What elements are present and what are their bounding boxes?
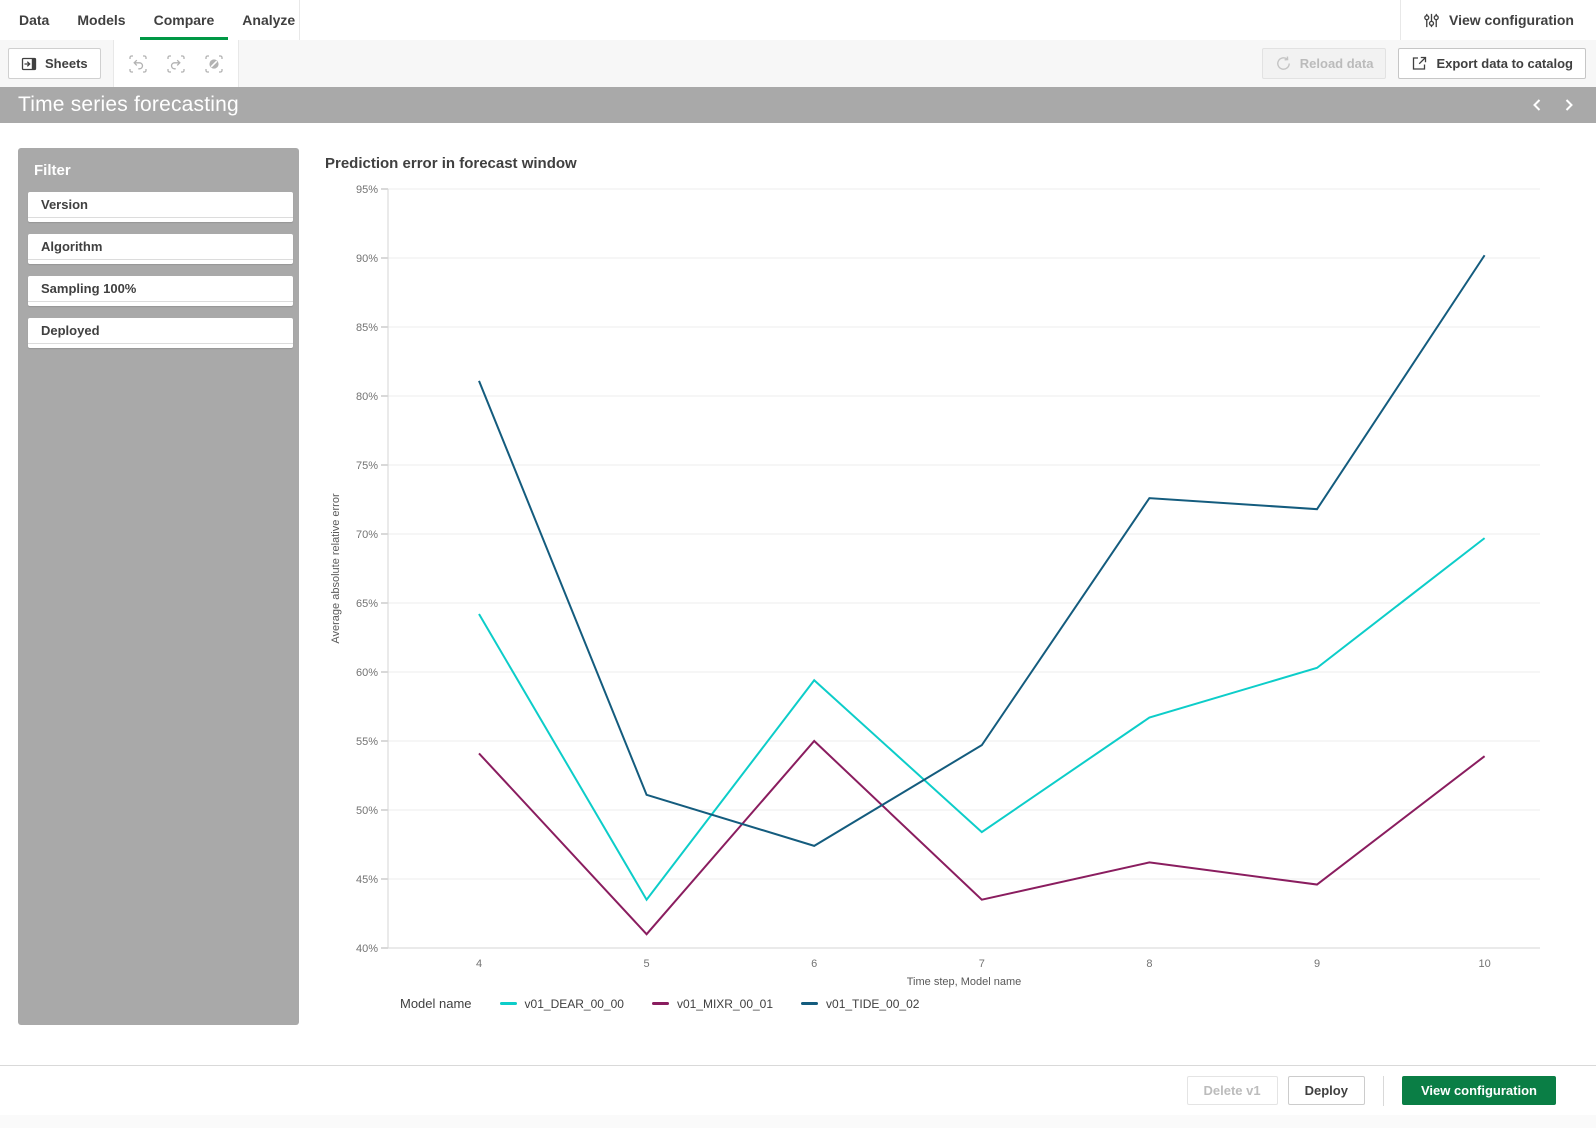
tab-analyze[interactable]: Analyze [242,12,296,28]
chart-title: Prediction error in forecast window [325,155,577,172]
filter-item-label: Algorithm [41,239,103,254]
chart-card: Prediction error in forecast window 40% 4… [325,155,1570,1011]
svg-text:65%: 65% [356,598,378,610]
reload-icon [1275,55,1292,72]
svg-text:45%: 45% [356,874,378,886]
filter-panel: Filter Version Algorithm Sampling 100% Depl… [18,148,299,1025]
previous-sheet-button[interactable] [1524,92,1550,118]
sheets-button[interactable]: Sheets [8,48,101,79]
delete-version-button[interactable]: Delete v1 [1186,1076,1278,1105]
legend-items: v01_DEAR_00_00 v01_MIXR_00_01 v01_TIDE_00_… [499,996,919,1011]
sheet-title-banner: Time series forecasting [0,87,1596,123]
svg-text:4: 4 [476,958,482,970]
selection-toolbar [112,40,239,87]
filter-item-deployed[interactable]: Deployed [28,318,293,348]
legend-swatch [499,1002,517,1005]
svg-text:40%: 40% [356,943,378,955]
svg-text:70%: 70% [356,529,378,541]
svg-text:60%: 60% [356,667,378,679]
legend-series-name: v01_MIXR_00_01 [676,996,774,1011]
action-bar-divider [1382,1075,1384,1106]
svg-text:50%: 50% [356,805,378,817]
legend-swatch [651,1002,669,1005]
view-configuration-nav-button[interactable]: View configuration [1400,0,1596,40]
export-icon [1411,55,1428,72]
nav-spacer [300,0,1400,40]
legend-swatch [801,1002,819,1005]
filter-panel-title: Filter [34,162,71,179]
step-forward-selection-button[interactable] [160,48,192,80]
svg-text:75%: 75% [356,460,378,472]
filter-item-sampling[interactable]: Sampling 100% [28,276,293,306]
svg-text:7: 7 [979,958,985,970]
svg-text:9: 9 [1314,958,1320,970]
clear-selections-button[interactable] [198,48,230,80]
main-content: Filter Version Algorithm Sampling 100% Depl… [0,123,1596,1065]
filter-item-algorithm[interactable]: Algorithm [28,234,293,264]
svg-text:Time step, Model name: Time step, Model name [907,976,1022,988]
export-data-label: Export data to catalog [1436,56,1573,71]
chart-legend: Model name v01_DEAR_00_00 v01_MIXR_00_01 v… [325,996,1570,1011]
legend-series-name: v01_TIDE_00_02 [826,996,920,1011]
filter-item-label: Deployed [41,323,100,338]
filter-item-version[interactable]: Version [28,192,293,222]
line-chart[interactable]: 40% 45% 50% 55% 60% 65% 70% 75% 80% 85% 90% 95% 4 5 6 7… [325,180,1555,990]
sheet-navigation [1524,92,1582,118]
nav-tabs: Data Models Compare Analyze [0,0,300,40]
export-data-to-catalog-button[interactable]: Export data to catalog [1398,48,1586,79]
filter-item-label: Sampling 100% [41,281,137,296]
deploy-button[interactable]: Deploy [1287,1076,1365,1105]
toolbar: Sheets [0,40,1596,87]
tab-compare[interactable]: Compare [140,0,229,40]
tab-models[interactable]: Models [77,12,126,28]
tab-data[interactable]: Data [19,12,50,28]
step-back-icon [128,54,148,74]
reload-data-label: Reload data [1299,56,1374,71]
sliders-icon [1423,12,1440,29]
svg-text:55%: 55% [356,736,378,748]
svg-text:6: 6 [811,958,817,970]
view-configuration-nav-label: View configuration [1449,12,1574,28]
legend-item-v01_DEAR_00_00[interactable]: v01_DEAR_00_00 [499,996,624,1011]
chevron-left-icon [1530,97,1544,113]
reload-data-button[interactable]: Reload data [1261,48,1387,79]
action-bar: Delete v1 Deploy View configuration [0,1065,1596,1115]
svg-text:8: 8 [1146,958,1152,970]
svg-text:5: 5 [644,958,650,970]
svg-text:Average absolute relative erro: Average absolute relative error [330,493,342,644]
sheet-title: Time series forecasting [18,93,239,116]
sheets-icon [21,56,37,72]
chevron-right-icon [1562,97,1576,113]
filter-boxes: Version Algorithm Sampling 100% Deployed [18,192,299,348]
step-back-selection-button[interactable] [122,48,154,80]
clear-selections-icon [204,54,224,74]
sheets-label: Sheets [45,56,88,71]
legend-item-v01_MIXR_00_01[interactable]: v01_MIXR_00_01 [651,996,774,1011]
legend-item-v01_TIDE_00_02[interactable]: v01_TIDE_00_02 [801,997,919,1011]
svg-text:10: 10 [1478,958,1490,970]
legend-title: Model name [400,996,472,1011]
step-forward-icon [166,54,186,74]
svg-text:90%: 90% [356,253,378,265]
svg-text:95%: 95% [356,184,378,196]
top-navigation: Data Models Compare Analyze View configurat… [0,0,1596,40]
legend-series-name: v01_DEAR_00_00 [524,996,624,1011]
svg-text:85%: 85% [356,322,378,334]
svg-text:80%: 80% [356,391,378,403]
view-configuration-button[interactable]: View configuration [1401,1076,1556,1105]
next-sheet-button[interactable] [1556,92,1582,118]
filter-item-label: Version [41,197,88,212]
